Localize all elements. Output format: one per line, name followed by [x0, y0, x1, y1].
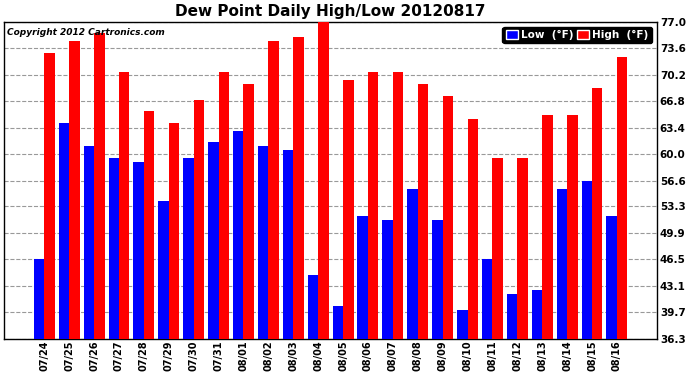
Bar [582, 182, 592, 339]
Bar [493, 158, 503, 339]
Bar [283, 150, 293, 339]
Bar [617, 57, 627, 339]
Bar [44, 53, 55, 339]
Bar [169, 123, 179, 339]
Bar [258, 146, 268, 339]
Bar [557, 189, 567, 339]
Bar [158, 201, 169, 339]
Bar [382, 220, 393, 339]
Bar [432, 220, 443, 339]
Bar [333, 306, 343, 339]
Bar [268, 41, 279, 339]
Bar [457, 310, 468, 339]
Bar [443, 96, 453, 339]
Bar [417, 84, 428, 339]
Bar [532, 290, 542, 339]
Bar [567, 115, 578, 339]
Bar [482, 259, 493, 339]
Bar [393, 72, 404, 339]
Bar [119, 72, 130, 339]
Bar [219, 72, 229, 339]
Bar [542, 115, 553, 339]
Bar [133, 162, 144, 339]
Bar [407, 189, 417, 339]
Bar [34, 259, 44, 339]
Title: Dew Point Daily High/Low 20120817: Dew Point Daily High/Low 20120817 [175, 4, 486, 19]
Bar [83, 146, 94, 339]
Bar [59, 123, 69, 339]
Bar [108, 158, 119, 339]
Bar [94, 33, 105, 339]
Bar [357, 216, 368, 339]
Bar [208, 142, 219, 339]
Bar [518, 158, 528, 339]
Bar [507, 294, 518, 339]
Bar [318, 18, 328, 339]
Bar [144, 111, 155, 339]
Bar [244, 84, 254, 339]
Bar [607, 216, 617, 339]
Bar [69, 41, 79, 339]
Bar [368, 72, 378, 339]
Bar [184, 158, 194, 339]
Legend: Low  (°F), High  (°F): Low (°F), High (°F) [502, 27, 652, 44]
Bar [194, 100, 204, 339]
Bar [592, 88, 602, 339]
Bar [343, 80, 353, 339]
Bar [293, 37, 304, 339]
Text: Copyright 2012 Cartronics.com: Copyright 2012 Cartronics.com [8, 28, 165, 37]
Bar [233, 131, 244, 339]
Bar [308, 275, 318, 339]
Bar [468, 119, 478, 339]
